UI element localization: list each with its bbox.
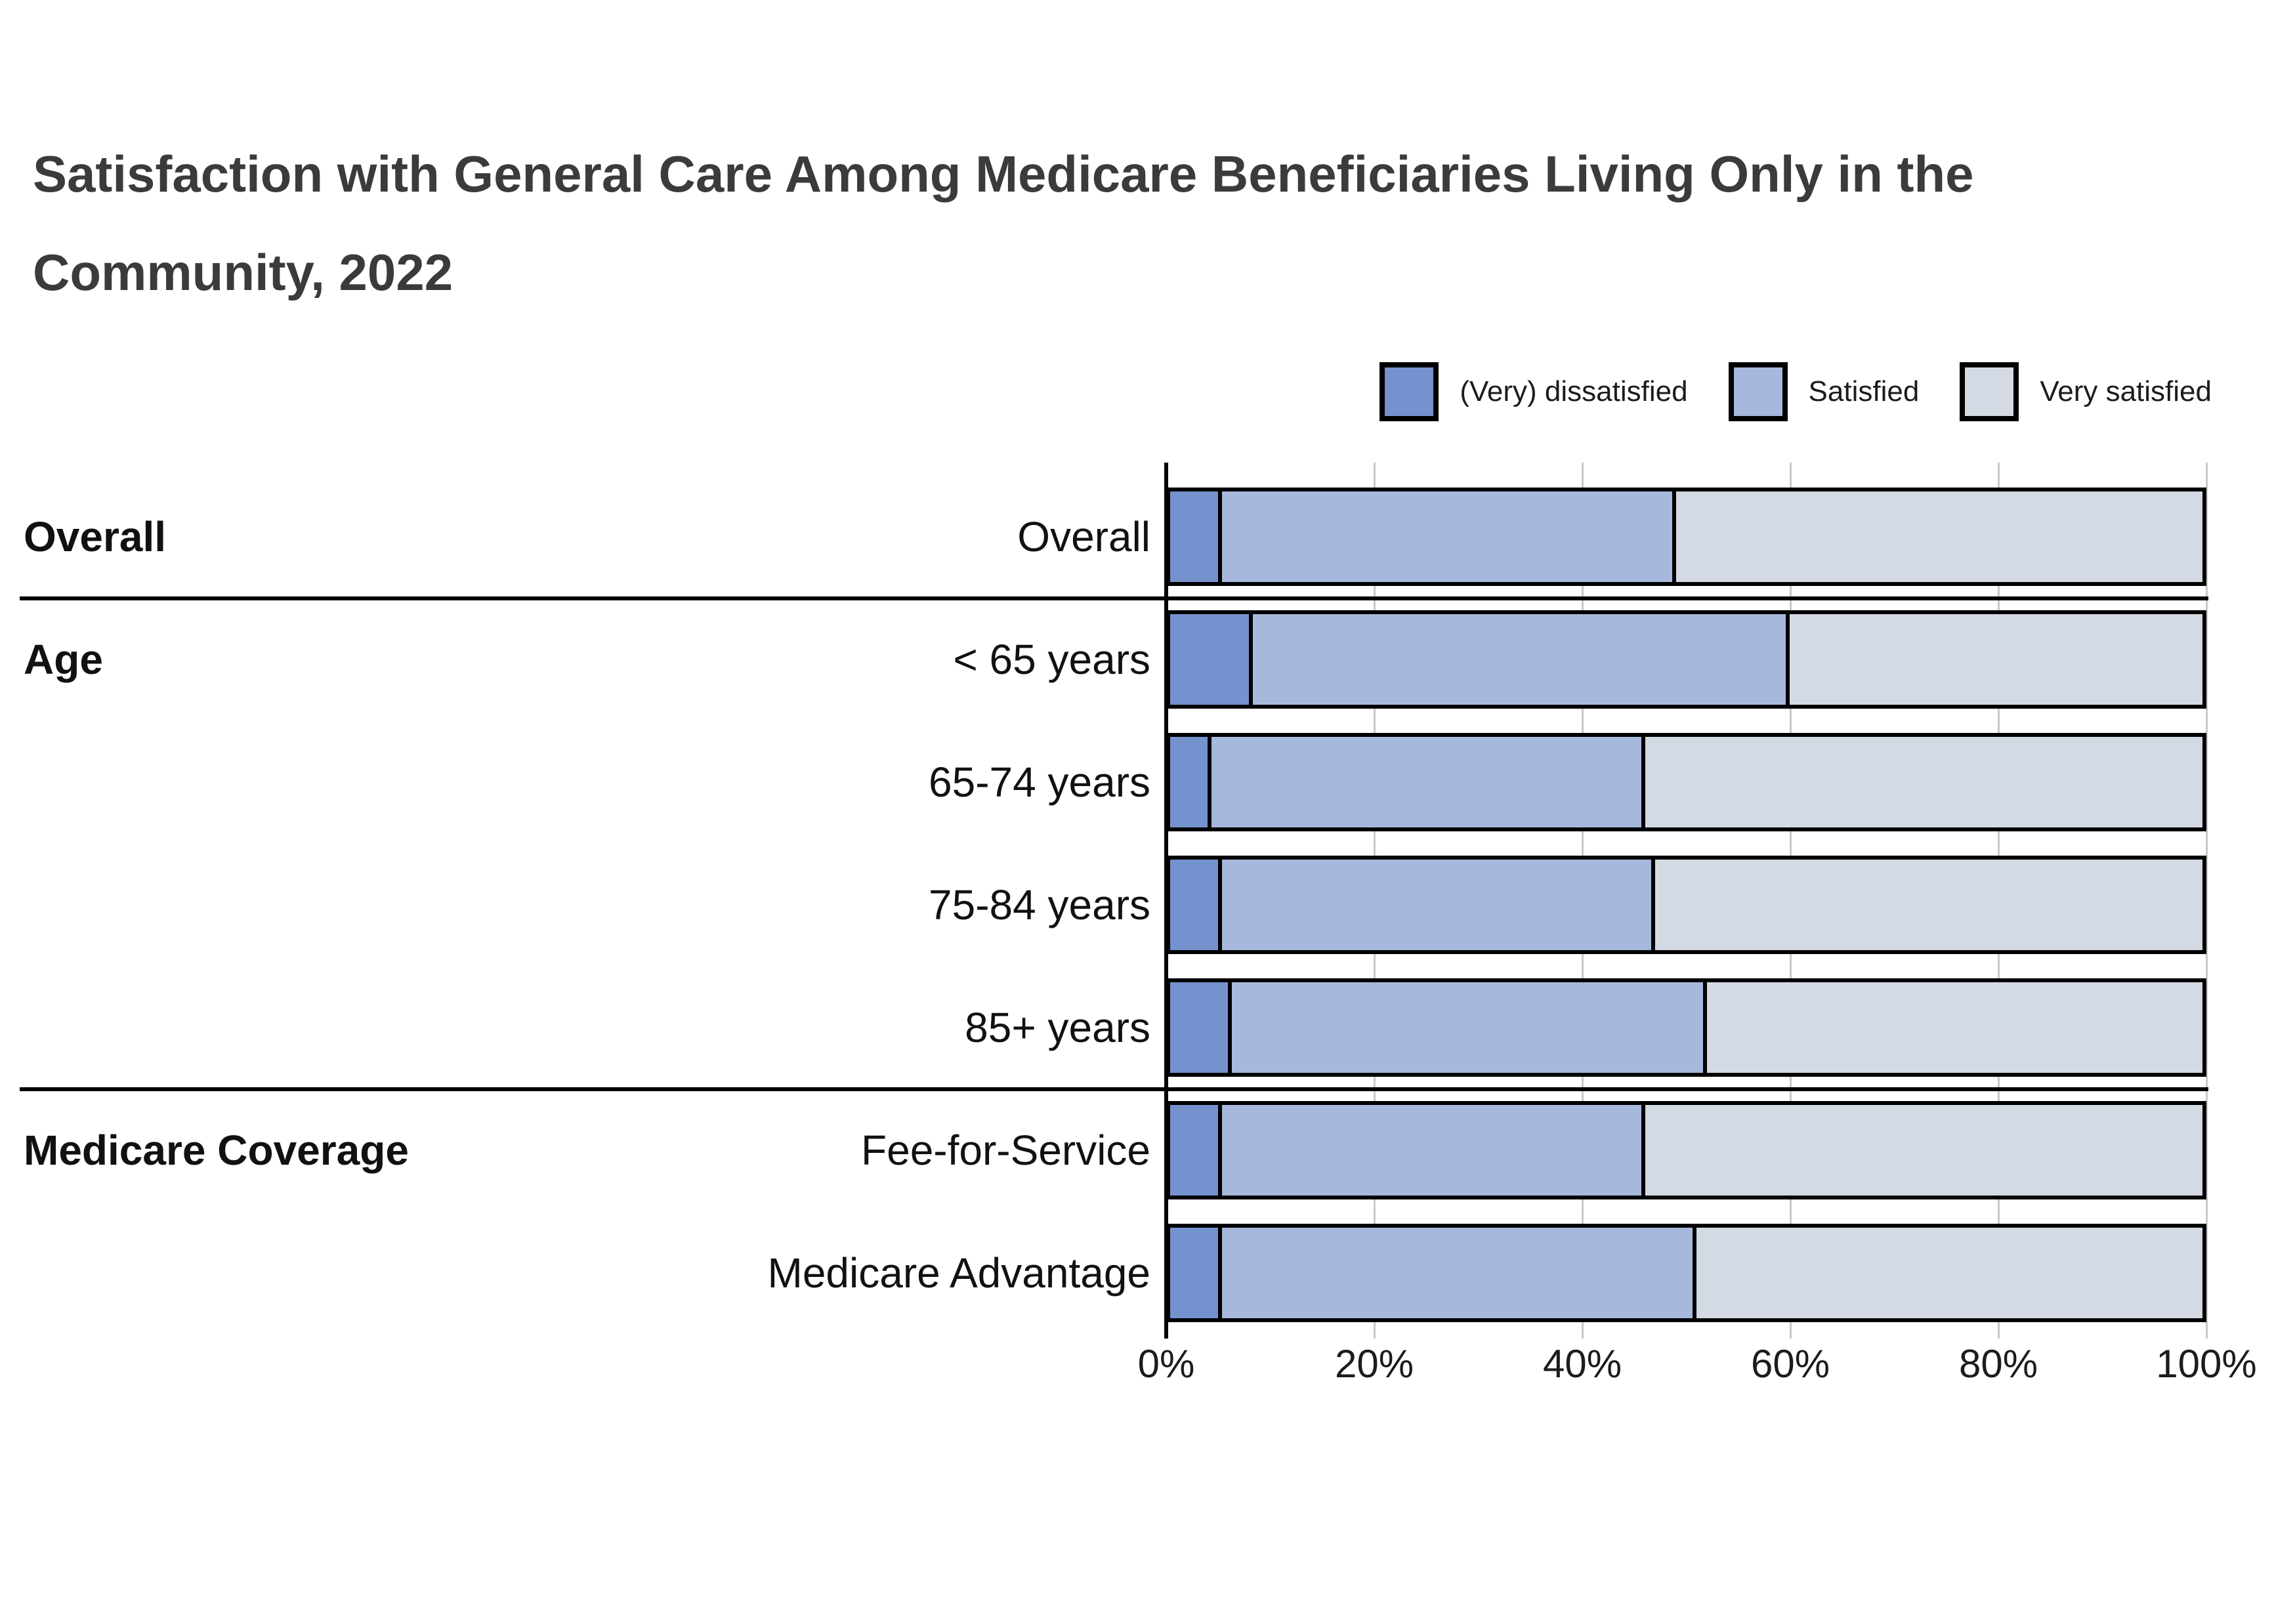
bar-segment-very-satisfied	[1655, 860, 2202, 950]
row-label: 65-74 years	[929, 759, 1150, 806]
legend-swatch-icon	[1728, 362, 1788, 421]
bar-segment-satisfied	[1232, 982, 1707, 1073]
group-separator-line	[20, 1087, 2208, 1091]
row-label: 85+ years	[965, 1004, 1150, 1051]
bar-segment-very-dissatisfied	[1170, 982, 1232, 1073]
bar-segment-satisfied	[1221, 860, 1656, 950]
legend-swatch-icon	[1379, 362, 1439, 421]
x-tick-label: 20%	[1334, 1342, 1414, 1386]
group-label: Age	[24, 636, 103, 683]
bar-segment-satisfied	[1221, 1228, 1697, 1318]
gridline	[2205, 463, 2208, 1339]
legend-label: (Very) dissatisfied	[1460, 375, 1688, 407]
row-label: < 65 years	[953, 636, 1150, 683]
legend-label: Very satisfied	[2040, 375, 2212, 407]
bar-segment-very-dissatisfied	[1170, 1228, 1222, 1318]
chart-title: Satisfaction with General Care Among Med…	[33, 125, 2225, 322]
x-tick-label: 100%	[2156, 1342, 2257, 1386]
legend: (Very) dissatisfied Satisfied Very satisfi…	[1379, 362, 2212, 421]
bar-row	[1166, 856, 2206, 954]
legend-item: (Very) dissatisfied	[1379, 362, 1688, 421]
bar-segment-very-dissatisfied	[1170, 860, 1222, 950]
bar-segment-very-dissatisfied	[1170, 614, 1253, 705]
bar-segment-very-satisfied	[1645, 1105, 2202, 1196]
bar-segment-very-dissatisfied	[1170, 1105, 1222, 1196]
bar-row	[1166, 1224, 2206, 1322]
row-label: Overall	[1017, 513, 1150, 560]
bar-segment-very-dissatisfied	[1170, 737, 1211, 827]
bar-segment-satisfied	[1221, 1105, 1645, 1196]
bar-segment-satisfied	[1252, 614, 1790, 705]
bar-segment-satisfied	[1211, 737, 1645, 827]
chart-title-line-1: Satisfaction with General Care Among Med…	[33, 145, 1974, 203]
x-tick-label: 60%	[1750, 1342, 1830, 1386]
bar-row	[1166, 733, 2206, 831]
row-label: 75-84 years	[929, 881, 1150, 928]
row-label: Fee-for-Service	[861, 1127, 1150, 1174]
x-tick-label: 80%	[1958, 1342, 2038, 1386]
x-tick-label: 40%	[1542, 1342, 1622, 1386]
legend-label: Satisfied	[1808, 375, 1920, 407]
bar-segment-very-satisfied	[1696, 1228, 2202, 1318]
bar-row	[1166, 610, 2206, 709]
bar-segment-very-satisfied	[1789, 614, 2202, 705]
bar-row	[1166, 1101, 2206, 1199]
bar-segment-very-satisfied	[1675, 491, 2202, 582]
legend-item: Very satisfied	[1960, 362, 2212, 421]
bar-row	[1166, 978, 2206, 1077]
bar-row	[1166, 488, 2206, 586]
bar-segment-satisfied	[1221, 491, 1676, 582]
group-label: Overall	[24, 513, 167, 560]
x-tick-label: 0%	[1137, 1342, 1195, 1386]
row-label: Medicare Advantage	[767, 1249, 1151, 1297]
group-separator-line	[20, 596, 2208, 600]
bar-segment-very-satisfied	[1706, 982, 2202, 1073]
bar-segment-very-satisfied	[1645, 737, 2202, 827]
legend-swatch-icon	[1960, 362, 2019, 421]
chart-title-line-2: Community, 2022	[33, 243, 453, 301]
group-label: Medicare Coverage	[24, 1127, 409, 1174]
bar-segment-very-dissatisfied	[1170, 491, 1222, 582]
legend-item: Satisfied	[1728, 362, 1920, 421]
